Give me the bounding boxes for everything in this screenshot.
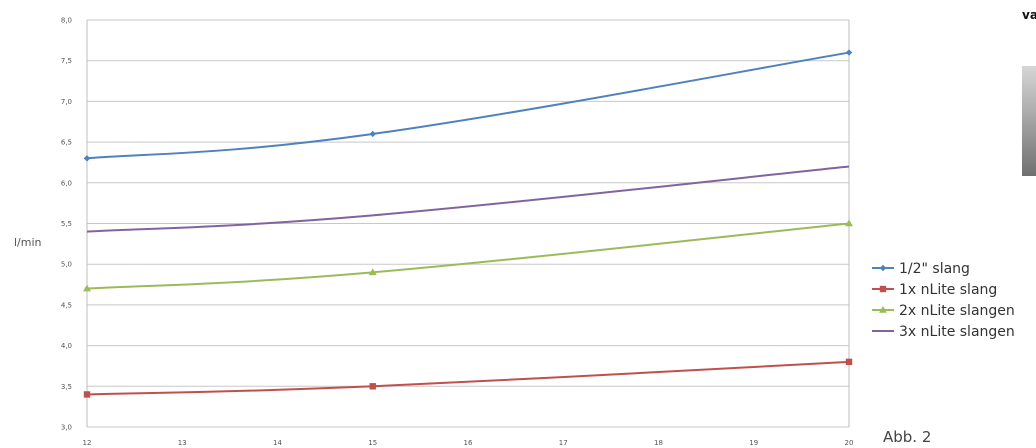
y-tick-label: 3,0 <box>61 424 72 432</box>
legend-label: 3x nLite slangen <box>899 324 1015 340</box>
y-tick-label: 8,0 <box>61 17 72 25</box>
data-point-marker <box>879 306 887 313</box>
legend-item: 3x nLite slangen <box>872 324 1015 340</box>
y-tick-label: 6,5 <box>61 139 72 147</box>
x-tick-label: 18 <box>654 439 663 447</box>
x-tick-label: 12 <box>83 439 92 447</box>
axes: 3,0 3,5 4,0 4,5 5,0 5,5 6,0 6,5 7,0 7,5 8,0 12 13 14 1… <box>61 17 854 448</box>
x-tick-label: 14 <box>273 439 282 447</box>
series-3 <box>83 219 853 292</box>
series-line <box>86 360 850 396</box>
legend: 1/2" slang 1x nLite slang 2x nLite slangen… <box>872 261 1015 340</box>
y-tick-label: 4,5 <box>61 301 72 309</box>
legend-label: 1x nLite slang <box>899 282 997 298</box>
data-point-marker <box>845 49 853 56</box>
data-point-marker <box>879 264 887 272</box>
x-tick-label: 15 <box>368 439 377 447</box>
y-tick-label: 4,0 <box>61 342 72 350</box>
x-tick-label: 16 <box>464 439 473 447</box>
y-tick-label: 7,5 <box>61 57 72 65</box>
grid-lines <box>87 19 849 428</box>
y-tick-label: 5,5 <box>61 220 72 228</box>
data-point-marker <box>83 155 91 162</box>
cropped-photo <box>1022 66 1036 176</box>
y-tick-label: 7,0 <box>61 98 72 106</box>
data-point-marker <box>369 383 376 390</box>
y-tick-label: 3,5 <box>61 383 72 391</box>
y-axis-label: l/min <box>14 236 42 249</box>
legend-item: 2x nLite slangen <box>872 303 1015 319</box>
x-tick-label: 13 <box>178 439 187 447</box>
data-point-marker <box>369 130 376 138</box>
legend-label: 1/2" slang <box>899 261 970 277</box>
x-tick-label: 17 <box>559 439 568 447</box>
series-line <box>86 222 850 290</box>
figure-label: Abb. 2 <box>883 428 931 446</box>
legend-label: 2x nLite slangen <box>899 303 1015 319</box>
data-point-marker <box>845 219 853 227</box>
data-point-marker <box>845 358 853 366</box>
data-point-marker <box>83 391 91 398</box>
data-point-marker <box>879 285 887 293</box>
series-4 <box>86 165 850 233</box>
series-layer <box>83 49 853 398</box>
series-2 <box>83 358 853 398</box>
legend-item: 1x nLite slang <box>872 282 997 298</box>
x-tick-label: 19 <box>749 439 758 447</box>
series-1 <box>83 49 853 162</box>
y-tick-label: 6,0 <box>61 179 72 187</box>
data-point-marker <box>83 284 91 292</box>
x-tick-label: 20 <box>845 439 854 447</box>
legend-item: 1/2" slang <box>872 261 970 277</box>
data-point-marker <box>368 268 377 276</box>
series-line <box>86 51 850 160</box>
y-tick-label: 5,0 <box>61 261 72 269</box>
cropped-text-fragment: va <box>1022 8 1036 22</box>
series-line <box>86 165 850 233</box>
